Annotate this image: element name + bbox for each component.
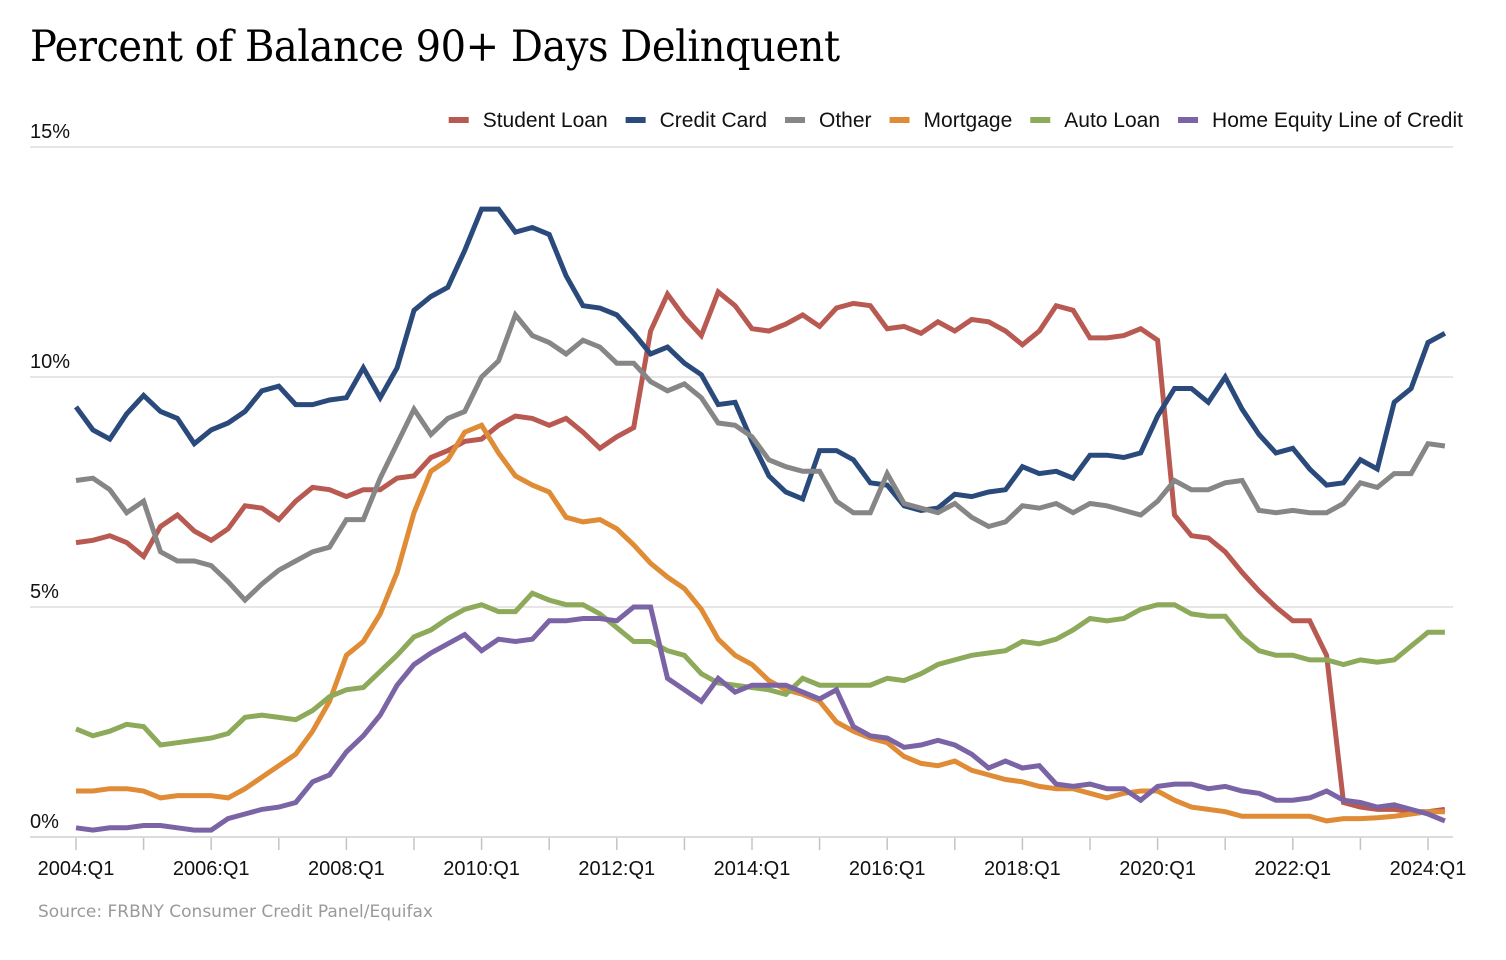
legend-item: Auto Loan bbox=[1030, 109, 1160, 132]
y-tick-label: 5% bbox=[30, 581, 59, 603]
gridlines bbox=[30, 146, 1453, 838]
x-tick-label: 2022:Q1 bbox=[1254, 858, 1331, 880]
x-axis: 2004:Q1 2006:Q1 2008:Q1 2010:Q1 2012:Q1 2014:… bbox=[38, 838, 1467, 880]
legend-item: Home Equity Line of Credit bbox=[1178, 109, 1463, 132]
legend-swatch bbox=[785, 117, 806, 123]
legend-item: Other bbox=[785, 109, 872, 132]
x-tick-label: 2010:Q1 bbox=[443, 858, 520, 880]
legend-swatch bbox=[1030, 117, 1051, 123]
series-line-credit-card bbox=[73, 206, 1447, 513]
x-tick-label: 2012:Q1 bbox=[578, 858, 655, 880]
chart-title: Percent of Balance 90+ Days Delinquent bbox=[30, 22, 840, 72]
legend-label: Home Equity Line of Credit bbox=[1212, 109, 1463, 132]
series-line-other bbox=[75, 309, 1446, 604]
legend-swatch bbox=[889, 117, 910, 123]
source-note: Source: FRBNY Consumer Credit Panel/Equi… bbox=[38, 902, 433, 922]
legend-item: Student Loan bbox=[448, 109, 608, 132]
y-tick-label: 15% bbox=[30, 121, 70, 143]
x-tick-label: 2014:Q1 bbox=[714, 858, 791, 880]
y-axis-tick-labels: 0% 5% 10% 15% bbox=[30, 121, 70, 833]
series-line-auto-loan bbox=[75, 590, 1445, 748]
x-tick-label: 2018:Q1 bbox=[984, 858, 1061, 880]
legend-swatch bbox=[625, 117, 646, 123]
series-line-home-equity-line-of-credit bbox=[75, 604, 1446, 833]
x-tick-label: 2024:Q1 bbox=[1390, 858, 1467, 880]
x-tick-label: 2006:Q1 bbox=[173, 858, 250, 880]
series-lines bbox=[73, 206, 1447, 833]
legend: Student Loan Credit Card Other Mortgage Auto… bbox=[448, 109, 1463, 132]
series-line-mortgage bbox=[76, 422, 1445, 824]
legend-label: Other bbox=[819, 109, 872, 132]
x-tick-label: 2016:Q1 bbox=[849, 858, 926, 880]
x-tick-label: 2004:Q1 bbox=[38, 858, 115, 880]
y-tick-label: 0% bbox=[30, 811, 59, 833]
legend-item: Mortgage bbox=[889, 109, 1013, 132]
legend-label: Auto Loan bbox=[1064, 109, 1160, 132]
legend-swatch bbox=[1178, 117, 1199, 123]
legend-label: Mortgage bbox=[924, 109, 1013, 132]
legend-label: Credit Card bbox=[660, 109, 767, 132]
y-tick-label: 10% bbox=[30, 351, 70, 373]
x-tick-label: 2008:Q1 bbox=[308, 858, 385, 880]
x-tick-label: 2020:Q1 bbox=[1119, 858, 1196, 880]
legend-label: Student Loan bbox=[483, 109, 608, 132]
legend-item: Credit Card bbox=[625, 109, 767, 132]
legend-swatch bbox=[448, 117, 469, 123]
series-line-student-loan bbox=[75, 287, 1446, 815]
